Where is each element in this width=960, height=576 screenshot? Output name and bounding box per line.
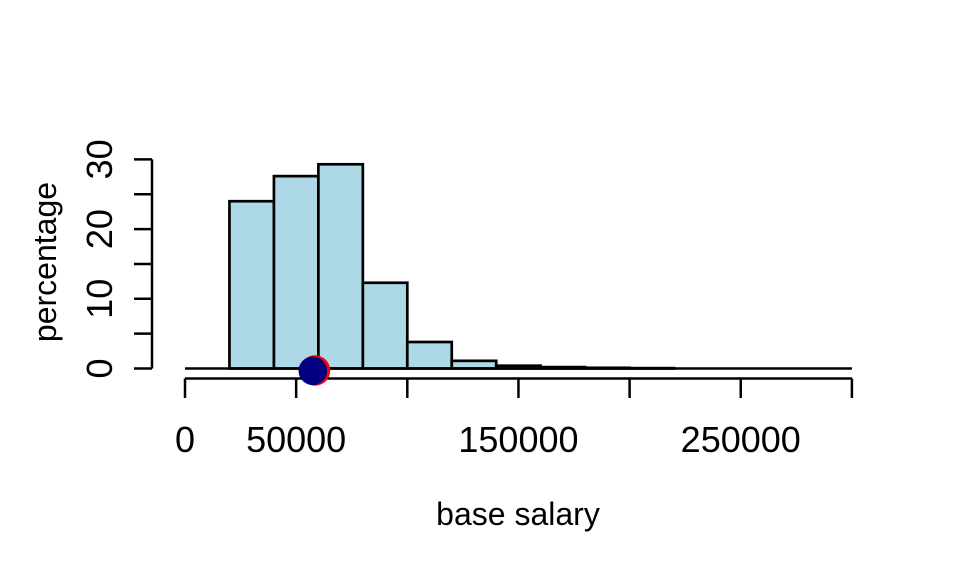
histogram-bar [272,174,320,370]
y-tick-label: 30 [79,139,120,179]
x-axis-title: base salary [436,496,600,532]
x-tick-label: 0 [175,419,195,460]
histogram-bar [228,199,276,370]
marker-point-circle [298,356,328,386]
histogram-bar [405,340,454,370]
x-tick-label: 150000 [458,419,578,460]
marker-layer [298,355,331,386]
bars-layer [228,162,676,370]
x-tick-label: 50000 [246,419,346,460]
histogram-bar [317,162,365,370]
y-tick-label: 20 [79,209,120,249]
y-tick-label: 10 [79,279,120,319]
y-axis-title: percentage [27,182,63,342]
axes-layer: 0 50000 150000 250000 0 10 20 30 [79,139,854,460]
histogram-bar [361,281,409,370]
x-tick-label: 250000 [681,419,801,460]
y-tick-label: 0 [79,358,120,378]
